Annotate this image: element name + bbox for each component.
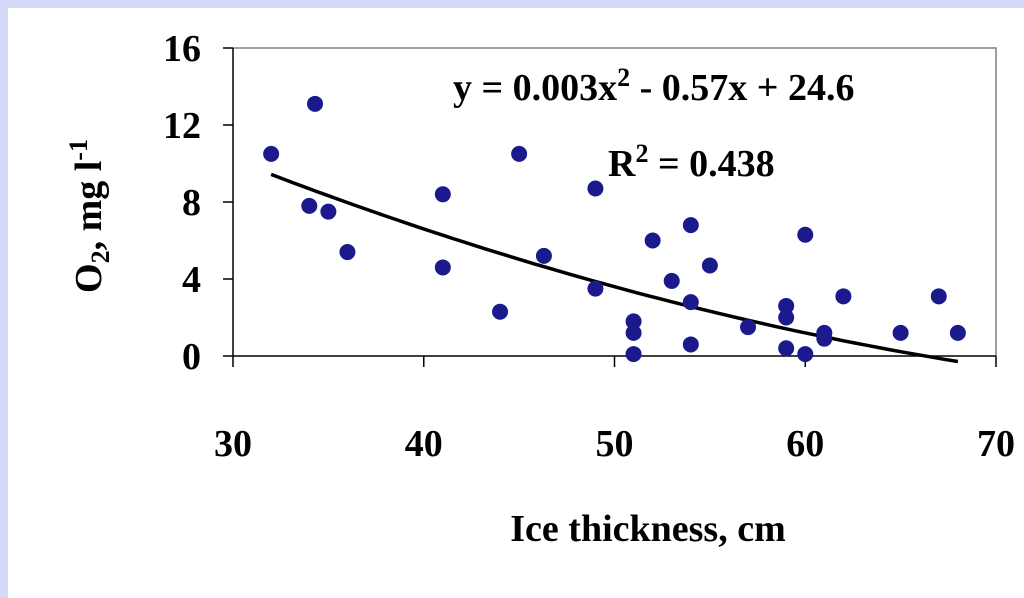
r-squared-label: R2 = 0.438 bbox=[608, 139, 775, 185]
data-point bbox=[339, 244, 356, 261]
chart-frame: 0 4 8 12 16 30 40 50 60 70 y = 0.003x2 - 0.57x + … bbox=[8, 8, 1024, 598]
x-axis-title: Ice thickness, cm bbox=[510, 508, 785, 550]
data-point bbox=[587, 280, 604, 297]
data-point bbox=[930, 288, 947, 305]
data-point bbox=[740, 319, 757, 336]
data-point bbox=[778, 340, 795, 357]
data-point bbox=[307, 95, 324, 112]
x-tick-label: 60 bbox=[786, 423, 824, 465]
data-point bbox=[797, 346, 814, 363]
polynomial-trendline bbox=[270, 172, 959, 364]
y-tick-label: 4 bbox=[182, 259, 201, 301]
data-point bbox=[625, 346, 642, 363]
y-tick-label: 0 bbox=[182, 336, 201, 378]
data-point bbox=[663, 272, 680, 289]
data-point bbox=[492, 303, 509, 320]
data-point bbox=[682, 217, 699, 234]
data-point bbox=[949, 324, 966, 341]
data-point bbox=[263, 145, 280, 162]
equation-lhs: y = 0.003x bbox=[453, 67, 617, 109]
data-point bbox=[625, 324, 642, 341]
data-point bbox=[625, 313, 642, 330]
r2-exponent: 2 bbox=[635, 139, 648, 168]
data-point bbox=[320, 203, 337, 220]
data-point bbox=[778, 309, 795, 326]
y-title-base: O bbox=[68, 263, 110, 293]
data-point bbox=[644, 232, 661, 249]
y-title-rest: , mg l bbox=[68, 161, 110, 251]
data-point bbox=[816, 330, 833, 347]
y-tick-label: 12 bbox=[163, 105, 201, 147]
trendline-equation: y = 0.003x2 - 0.57x + 24.6 bbox=[453, 63, 854, 109]
equation-exponent: 2 bbox=[617, 63, 630, 92]
data-point bbox=[682, 294, 699, 311]
data-point bbox=[535, 247, 552, 264]
x-tick-label: 50 bbox=[596, 423, 634, 465]
plot-area-border bbox=[233, 47, 997, 356]
data-point bbox=[434, 259, 451, 276]
y-title-superscript: -1 bbox=[64, 139, 93, 161]
data-point bbox=[701, 257, 718, 274]
data-point bbox=[511, 145, 528, 162]
data-point bbox=[301, 197, 318, 214]
y-axis-title: O2, mg l-1 bbox=[64, 139, 115, 293]
y-title-subscript: 2 bbox=[86, 250, 115, 263]
data-point bbox=[587, 180, 604, 197]
y-tick-label: 8 bbox=[182, 182, 201, 224]
r2-rhs: = 0.438 bbox=[648, 143, 774, 185]
data-point bbox=[778, 297, 795, 314]
data-point bbox=[835, 288, 852, 305]
x-tick-label: 40 bbox=[405, 423, 443, 465]
data-point bbox=[892, 324, 909, 341]
r2-lhs: R bbox=[608, 143, 636, 185]
data-point bbox=[682, 336, 699, 353]
x-tick-label: 30 bbox=[214, 423, 252, 465]
data-point bbox=[797, 226, 814, 243]
equation-rhs: - 0.57x + 24.6 bbox=[630, 67, 854, 109]
data-point bbox=[434, 186, 451, 203]
x-tick-label: 70 bbox=[977, 423, 1015, 465]
y-tick-label: 16 bbox=[163, 28, 201, 70]
